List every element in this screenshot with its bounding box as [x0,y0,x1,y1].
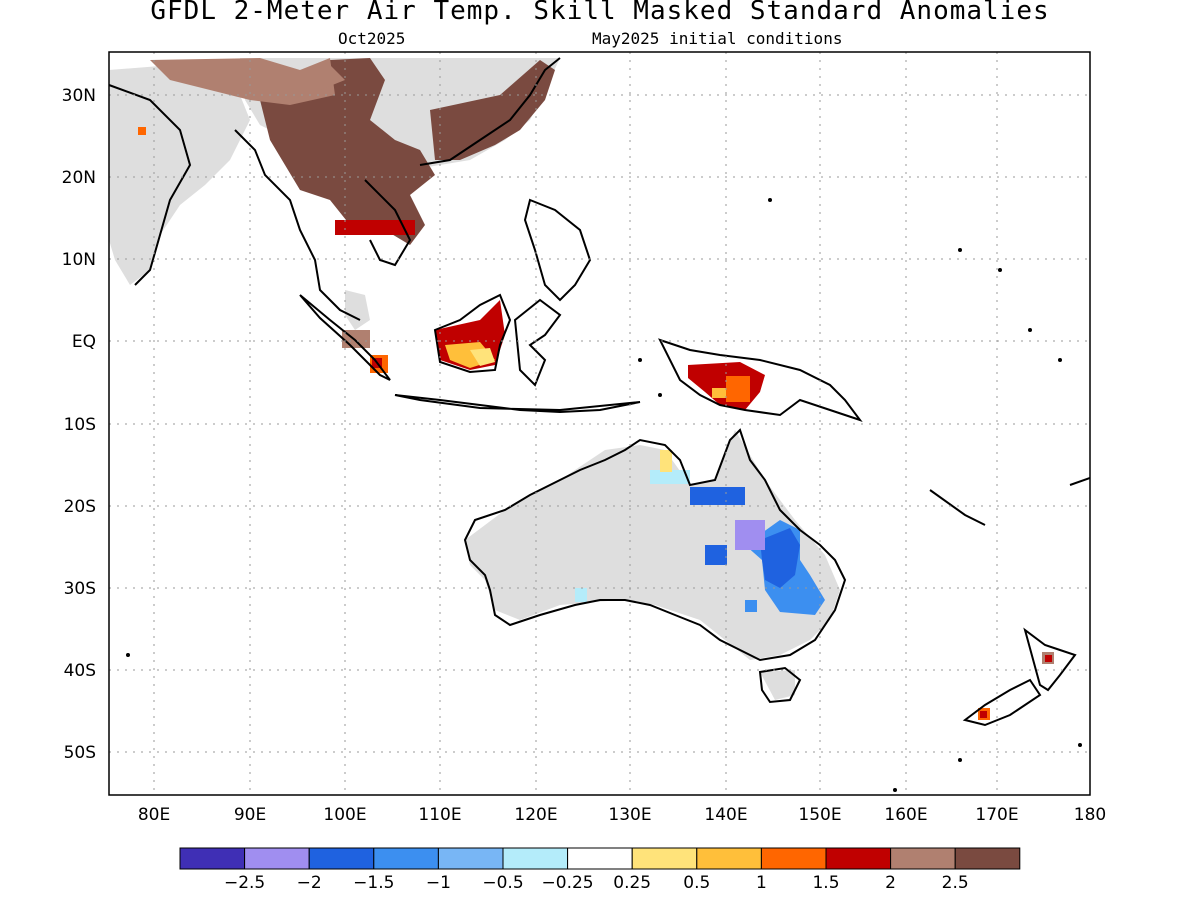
lon-label: 160E [884,805,927,825]
lat-label: 30S [64,579,96,599]
india-region [109,66,250,285]
himalaya-anomaly [260,58,435,245]
gridlines [109,52,1090,795]
colorbar-swatch [567,847,633,870]
lat-label: 20S [64,497,96,517]
south-cyan [575,588,587,602]
southchina-anomaly [430,60,555,160]
indochina-red [335,220,415,235]
lat-label: 40S [64,661,96,681]
north-yellow [660,450,672,472]
lat-label: EQ [72,332,96,352]
colorbar-label: 1 [756,873,767,893]
colorbar-label: −0.5 [482,873,523,893]
lat-label: 50S [64,743,96,763]
australia-purple [735,520,765,550]
lat-label: 10N [62,250,96,270]
initial-conditions: May2025 initial conditions [592,29,843,48]
new-guinea-amber [712,388,726,398]
colorbar-swatch [890,847,956,870]
lon-label: 150E [798,805,841,825]
colorbar-swatch [696,847,762,870]
lon-label: 80E [138,805,170,825]
gulf-blue [690,487,745,505]
colorbar-swatch [244,847,310,870]
map-title: GFDL 2-Meter Air Temp. Skill Masked Stan… [150,0,1050,26]
colorbar-swatch [308,847,375,870]
borneo-yellow [470,348,495,366]
lon-label: 110E [418,805,461,825]
colorbar-swatch [825,847,892,870]
lat-label: 20N [62,168,96,188]
lat-label: 10S [64,415,96,435]
forecast-month: Oct2025 [338,29,406,48]
colorbar-swatch [502,847,569,870]
colorbar-swatch [373,847,439,870]
lon-label: 120E [514,805,557,825]
colorbar-label: 0.25 [613,873,651,893]
lat-label: 30N [62,86,96,106]
tibet-light [300,65,345,90]
tasmania-region [760,670,795,700]
colorbar: −2.5 −2 −1.5 −1 −0.5 −0.25 0.25 0.5 1 1.5 2 2.5 [179,847,1021,893]
lon-label: 130E [608,805,651,825]
colorbar-label: −2 [297,873,322,893]
map-area [109,52,1090,795]
nz-south-red [980,711,987,718]
lon-label: 180 [1074,805,1106,825]
colorbar-swatch [437,847,504,870]
colorbar-swatch [954,847,1021,870]
lon-label: 90E [234,805,266,825]
india-orange-cell [138,127,146,135]
new-guinea-orange [726,376,750,402]
nz-north-red [1045,655,1052,662]
east-australia-darkblue [760,528,800,588]
coastlines [109,57,1090,727]
colorbar-label: −1 [426,873,451,893]
colorbar-label: 2.5 [942,873,969,893]
colorbar-swatch [760,847,827,870]
colorbar-swatch [631,847,698,870]
colorbar-label: 0.5 [683,873,710,893]
islands [126,198,1082,792]
colorbar-swatch [179,847,246,870]
latitude-labels: 30N 20N 10N EQ 10S 20S 30S 40S 50S [62,86,96,763]
longitude-labels: 80E 90E 100E 110E 120E 130E 140E 150E 16… [138,805,1106,825]
nsw-blue-cell [745,600,757,612]
colorbar-label: −0.25 [542,873,594,893]
lon-label: 140E [704,805,747,825]
map-frame [108,51,1091,796]
colorbar-label: −2.5 [224,873,265,893]
colorbar-label: −1.5 [353,873,394,893]
australia-blue-cell [705,545,727,565]
lon-label: 100E [323,805,366,825]
lon-label: 170E [975,805,1018,825]
himalaya-anomaly-light [150,58,335,105]
north-cyan [650,470,690,484]
colorbar-label: 2 [885,873,896,893]
colorbar-label: 1.5 [812,873,839,893]
sumatra-gray [345,290,370,330]
